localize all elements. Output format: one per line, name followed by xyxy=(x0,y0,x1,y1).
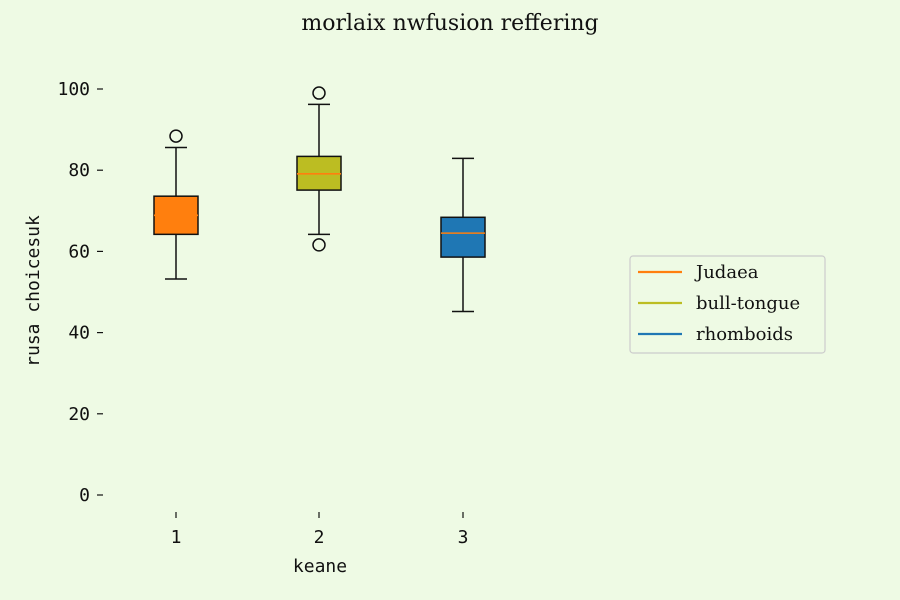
x-axis: 1 2 3 xyxy=(171,512,469,548)
box-2 xyxy=(296,86,342,252)
box-body xyxy=(440,216,486,258)
outlier-point xyxy=(312,86,326,100)
x-tick-label: 2 xyxy=(314,527,325,548)
box-3 xyxy=(440,157,486,313)
outlier-point xyxy=(312,238,326,252)
y-tick-label: 80 xyxy=(68,160,90,181)
chart-title: morlaix nwfusion reffering xyxy=(301,11,598,36)
box-1 xyxy=(153,129,199,280)
legend-frame xyxy=(629,255,826,354)
y-tick-label: 60 xyxy=(68,241,90,262)
legend-label: Judaea xyxy=(694,262,759,283)
y-tick-label: 0 xyxy=(79,485,90,506)
y-tick-label: 40 xyxy=(68,323,90,344)
outlier-point xyxy=(169,129,183,143)
y-tick-label: 100 xyxy=(57,79,90,100)
x-tick-label: 3 xyxy=(458,527,469,548)
legend-label: bull-tongue xyxy=(696,293,800,314)
legend: Judaea bull-tongue rhomboids xyxy=(629,255,826,354)
y-tick-label: 20 xyxy=(68,404,90,425)
legend-label: rhomboids xyxy=(696,324,793,345)
y-axis: 0 20 40 60 80 100 xyxy=(57,79,103,506)
boxes-group xyxy=(153,86,486,313)
x-tick-label: 1 xyxy=(171,527,182,548)
y-axis-label: rusa choicesuk xyxy=(23,215,44,367)
x-axis-label: keane xyxy=(293,556,347,577)
